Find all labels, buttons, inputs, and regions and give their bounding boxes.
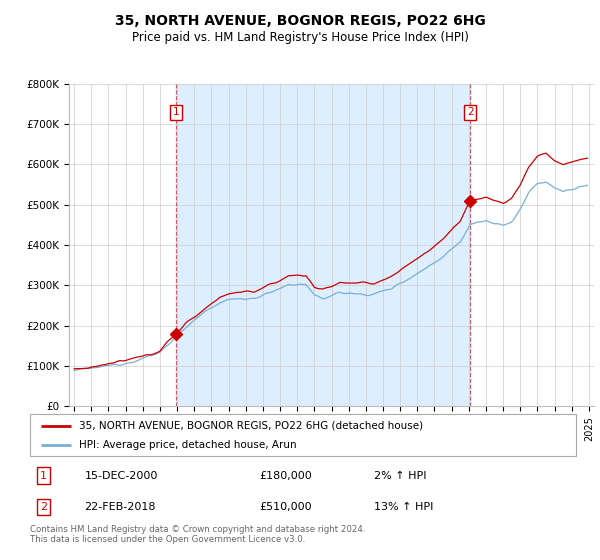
Text: 35, NORTH AVENUE, BOGNOR REGIS, PO22 6HG: 35, NORTH AVENUE, BOGNOR REGIS, PO22 6HG	[115, 14, 485, 28]
Text: 35, NORTH AVENUE, BOGNOR REGIS, PO22 6HG (detached house): 35, NORTH AVENUE, BOGNOR REGIS, PO22 6HG…	[79, 421, 423, 431]
Text: Price paid vs. HM Land Registry's House Price Index (HPI): Price paid vs. HM Land Registry's House …	[131, 31, 469, 44]
FancyBboxPatch shape	[30, 414, 576, 456]
Text: 1: 1	[40, 470, 47, 480]
Text: 22-FEB-2018: 22-FEB-2018	[85, 502, 156, 512]
Text: HPI: Average price, detached house, Arun: HPI: Average price, detached house, Arun	[79, 440, 297, 450]
Text: £180,000: £180,000	[259, 470, 312, 480]
Text: £510,000: £510,000	[259, 502, 312, 512]
Bar	[176, 84, 470, 406]
Text: 2% ↑ HPI: 2% ↑ HPI	[374, 470, 427, 480]
Text: 15-DEC-2000: 15-DEC-2000	[85, 470, 158, 480]
Text: 1: 1	[173, 107, 179, 117]
Text: Contains HM Land Registry data © Crown copyright and database right 2024.
This d: Contains HM Land Registry data © Crown c…	[30, 525, 365, 544]
Text: 2: 2	[40, 502, 47, 512]
Text: 13% ↑ HPI: 13% ↑ HPI	[374, 502, 433, 512]
Text: 2: 2	[467, 107, 473, 117]
